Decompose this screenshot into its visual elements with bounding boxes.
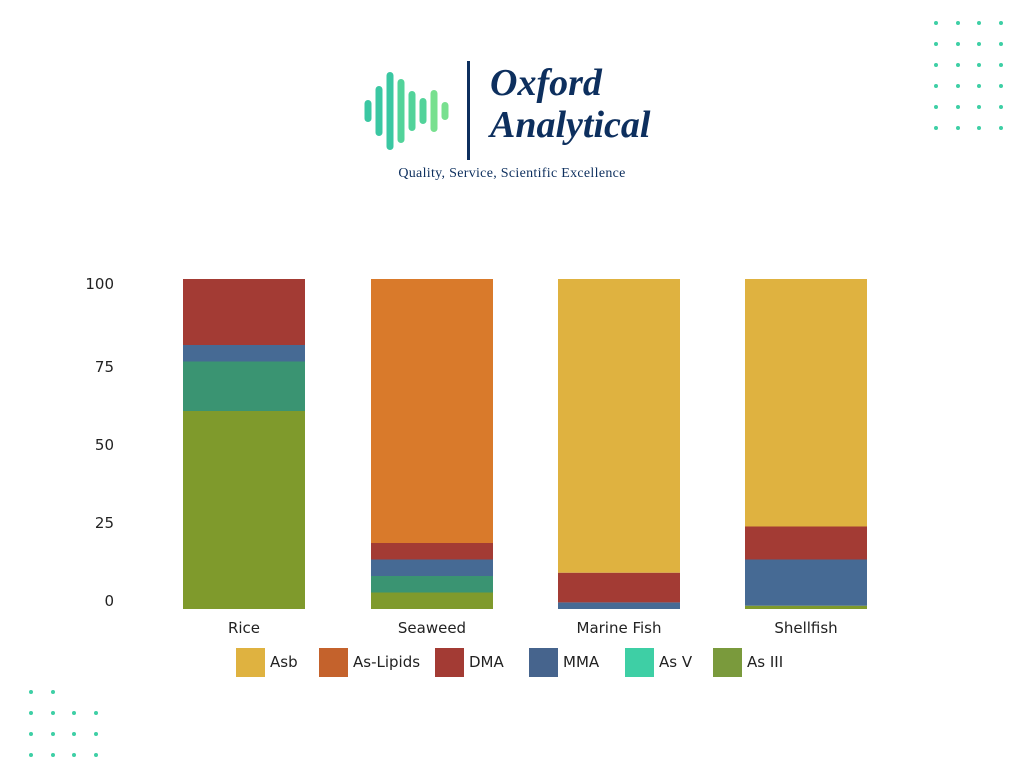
bar-segment bbox=[558, 572, 680, 603]
decorative-dot bbox=[29, 690, 33, 694]
y-tick-label: 100 bbox=[85, 275, 114, 293]
bar-segment bbox=[371, 576, 493, 593]
bar-segment bbox=[183, 279, 305, 345]
decorative-dot bbox=[934, 42, 938, 47]
legend-swatch bbox=[625, 648, 654, 677]
decorative-dot bbox=[934, 21, 938, 25]
decorative-dot bbox=[934, 63, 938, 68]
decorative-dot bbox=[72, 753, 76, 758]
decorative-dot bbox=[998, 21, 1003, 25]
legend-label: As III bbox=[747, 653, 783, 671]
legend-swatch bbox=[529, 648, 558, 677]
decorative-dot bbox=[29, 732, 33, 737]
decorative-dot bbox=[955, 42, 960, 47]
y-tick-label: 75 bbox=[95, 358, 114, 376]
bar-segment bbox=[558, 602, 680, 609]
decorative-dot bbox=[955, 21, 960, 25]
bar-segment bbox=[745, 605, 867, 609]
legend-swatch bbox=[319, 648, 348, 677]
decorative-dot bbox=[977, 42, 981, 47]
decorative-dot bbox=[50, 711, 55, 716]
bar-segment bbox=[371, 279, 493, 543]
decorative-dot bbox=[977, 126, 981, 131]
logo-wave-bar bbox=[430, 90, 438, 132]
logo-wave-bar bbox=[364, 100, 372, 122]
logo-wave-bar bbox=[408, 91, 416, 131]
decorative-dot bbox=[955, 63, 960, 68]
sound-wave-logo-icon bbox=[364, 72, 449, 150]
decorative-dot bbox=[977, 105, 981, 110]
logo-wave-bar bbox=[419, 98, 427, 124]
logo-wave-bar bbox=[441, 102, 449, 120]
legend-label: DMA bbox=[469, 653, 504, 671]
decorative-dot bbox=[29, 753, 33, 758]
bar-segment bbox=[371, 559, 493, 576]
decorative-dot bbox=[977, 63, 981, 68]
brand-name-line-2: Analytical bbox=[490, 104, 651, 146]
decorative-dot bbox=[72, 711, 76, 716]
legend-label: As V bbox=[659, 653, 693, 671]
decorative-dot bbox=[934, 105, 938, 110]
decorative-dot bbox=[93, 711, 98, 716]
y-tick-label: 25 bbox=[95, 514, 114, 532]
decorative-dot bbox=[93, 732, 98, 737]
x-category-label: Marine Fish bbox=[577, 619, 662, 637]
decorative-dot bbox=[998, 42, 1003, 47]
brand-name-line-1: Oxford bbox=[490, 62, 602, 104]
decorative-dot bbox=[934, 84, 938, 89]
decorative-dot bbox=[977, 84, 981, 89]
x-category-label: Shellfish bbox=[774, 619, 837, 637]
decorative-dot bbox=[72, 732, 76, 737]
legend-label: Asb bbox=[270, 653, 298, 671]
decorative-dot bbox=[955, 84, 960, 89]
decorative-dot bbox=[977, 21, 981, 25]
legend-swatch bbox=[236, 648, 265, 677]
y-tick-label: 50 bbox=[95, 436, 114, 454]
decorative-dot bbox=[998, 105, 1003, 110]
brand-tagline: Quality, Service, Scientific Excellence bbox=[398, 166, 626, 181]
decorative-dot bbox=[955, 105, 960, 110]
decorative-dot bbox=[50, 690, 55, 694]
legend-swatch bbox=[435, 648, 464, 677]
bar-segment bbox=[745, 526, 867, 560]
decorative-dot bbox=[50, 732, 55, 737]
legend-swatch bbox=[713, 648, 742, 677]
decorative-dot bbox=[998, 63, 1003, 68]
bar-segment bbox=[745, 279, 867, 527]
brand-name: Oxford Analytical bbox=[490, 62, 650, 146]
bar-segment bbox=[183, 345, 305, 362]
decorative-dot bbox=[29, 711, 33, 716]
bar-segment bbox=[745, 559, 867, 606]
decorative-dot bbox=[955, 126, 960, 131]
logo-divider bbox=[467, 61, 470, 160]
x-category-label: Rice bbox=[228, 619, 260, 637]
legend-label: MMA bbox=[563, 653, 600, 671]
decorative-dot bbox=[998, 126, 1003, 131]
decorative-dot bbox=[934, 126, 938, 131]
bar-segment bbox=[558, 279, 680, 573]
x-category-label: Seaweed bbox=[398, 619, 466, 637]
bar-segment bbox=[371, 592, 493, 609]
bar-segment bbox=[183, 361, 305, 411]
legend-label: As-Lipids bbox=[353, 653, 420, 671]
logo-wave-bar bbox=[397, 79, 405, 143]
logo-wave-bar bbox=[386, 72, 394, 150]
bar-segment bbox=[183, 411, 305, 609]
bar-segment bbox=[371, 543, 493, 560]
decorative-dot bbox=[998, 84, 1003, 89]
logo-wave-bar bbox=[375, 86, 383, 136]
decorative-dot bbox=[93, 753, 98, 758]
y-tick-label: 0 bbox=[104, 592, 114, 610]
decorative-dot bbox=[50, 753, 55, 758]
